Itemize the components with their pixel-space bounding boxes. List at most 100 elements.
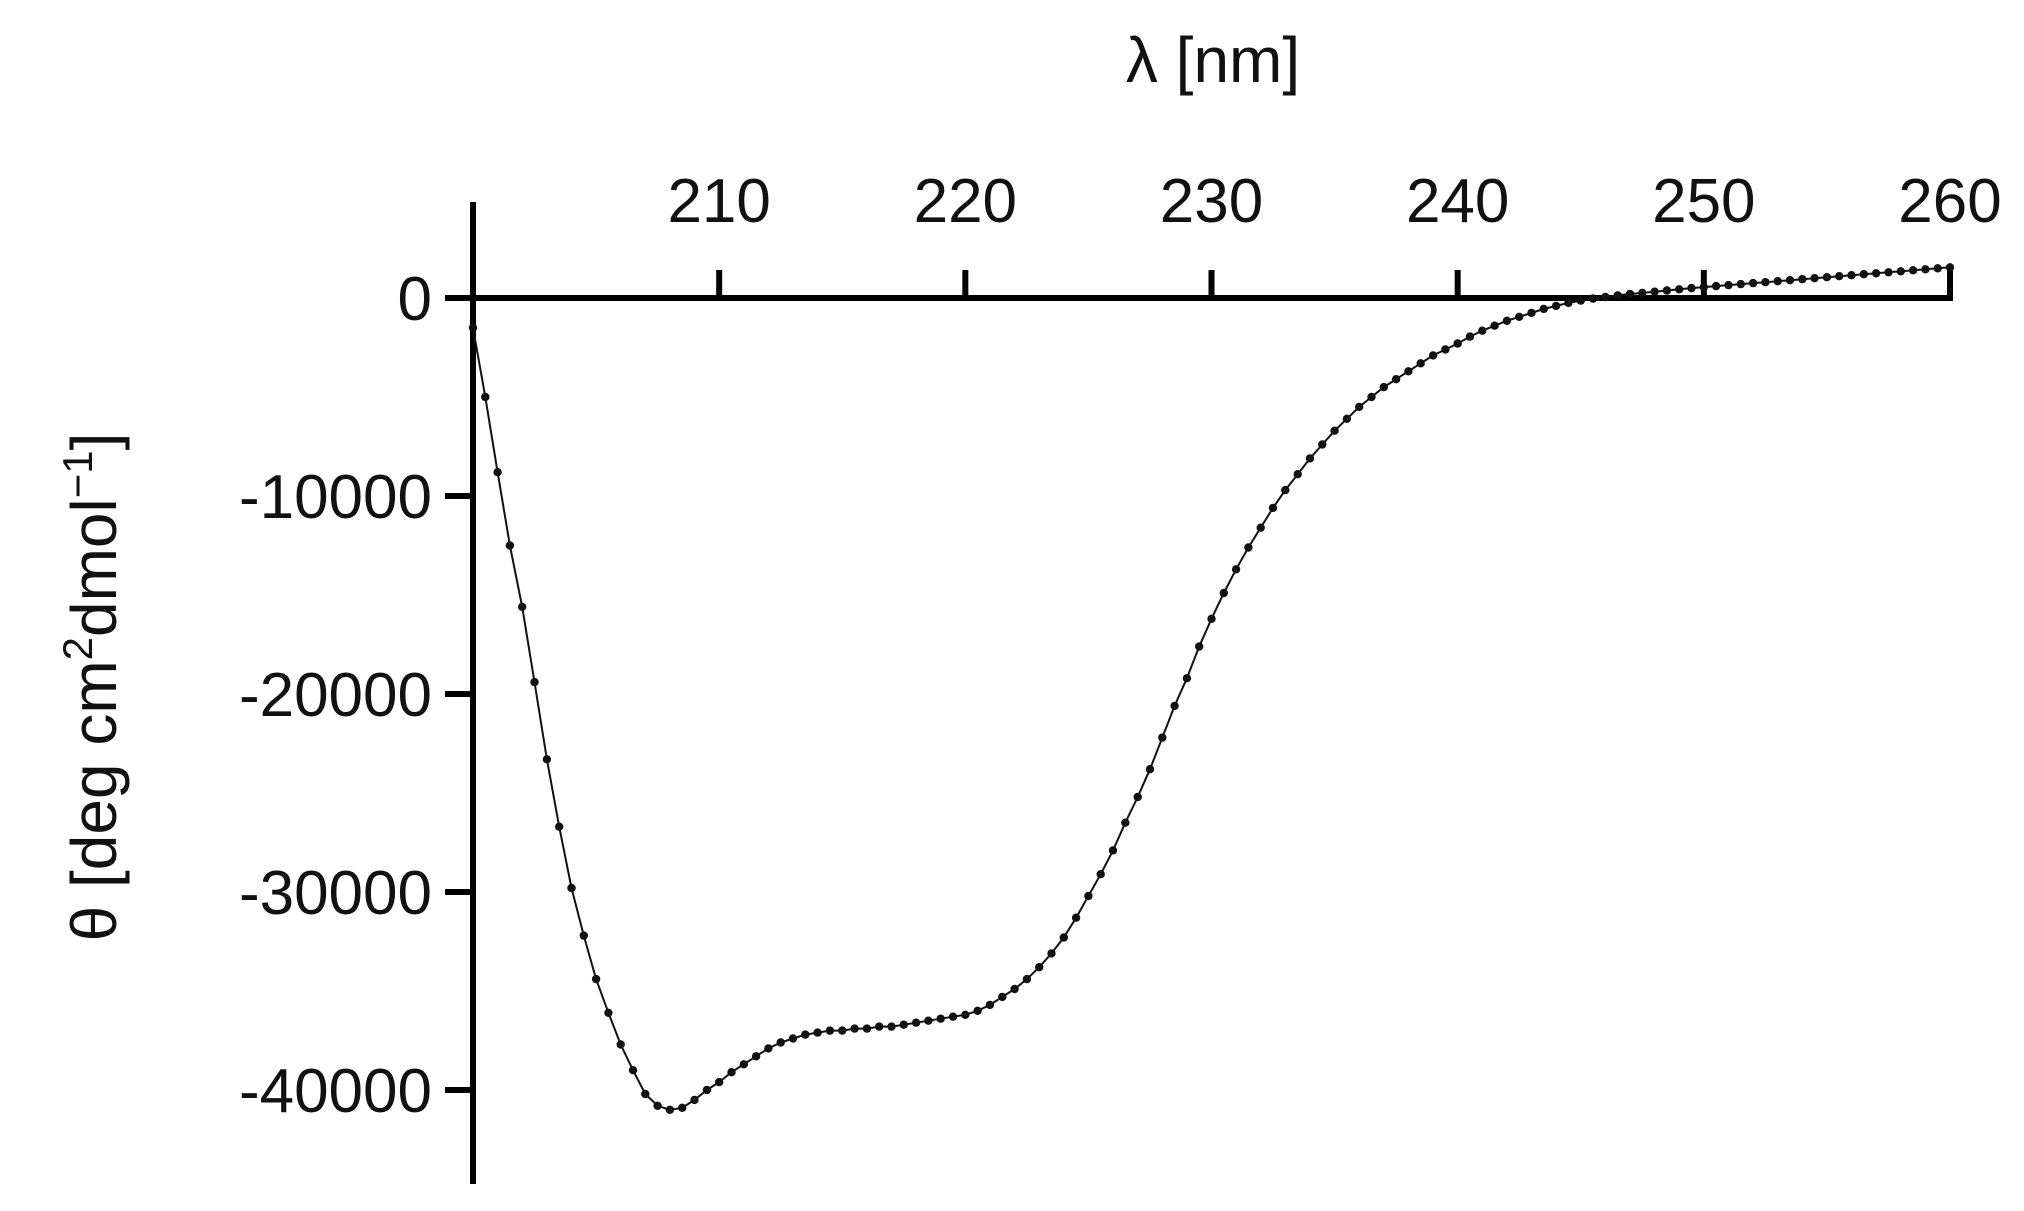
data-point	[678, 1103, 687, 1113]
y-axis-title-part-2: dmol	[58, 498, 130, 637]
y-tick-label--20000: -20000	[239, 661, 432, 730]
data-point	[727, 1068, 736, 1077]
data-point	[591, 974, 601, 984]
data-point	[1884, 268, 1893, 277]
data-point	[1022, 974, 1032, 984]
data-point	[1133, 792, 1142, 802]
y-axis-title-superscript-1: 2	[54, 637, 101, 660]
data-point	[1010, 984, 1019, 994]
data-point	[555, 822, 564, 831]
data-point	[1908, 266, 1918, 275]
data-point	[1822, 273, 1832, 282]
data-point	[1367, 392, 1376, 402]
data-point	[702, 1085, 712, 1095]
data-point	[1441, 345, 1450, 354]
data-point	[788, 1034, 798, 1043]
data-point	[628, 1066, 638, 1075]
data-point	[850, 1024, 859, 1033]
data-point	[887, 1022, 896, 1031]
y-tick-label--40000: -40000	[239, 1057, 432, 1126]
data-point	[1502, 316, 1512, 325]
data-point	[1305, 454, 1315, 463]
data-point	[542, 755, 552, 764]
data-point	[505, 541, 515, 550]
y-axis-title: θ [deg cm2dmol−1]	[54, 433, 130, 942]
data-point	[1625, 289, 1635, 299]
data-point	[1182, 674, 1192, 683]
data-point	[1551, 301, 1561, 311]
y-tick-label--10000: -10000	[239, 463, 432, 532]
data-point	[838, 1026, 847, 1035]
data-point	[1810, 274, 1819, 283]
x-tick-label-250: 250	[1652, 167, 1755, 236]
data-point	[1158, 733, 1167, 742]
data-point	[1871, 269, 1881, 278]
series-line-0	[472, 266, 1951, 1111]
data-point	[1219, 588, 1229, 598]
data-point	[776, 1038, 785, 1047]
data-point	[1601, 292, 1610, 302]
data-point	[862, 1024, 872, 1033]
data-point	[1613, 291, 1622, 300]
data-point	[1355, 402, 1364, 412]
data-point	[1096, 870, 1105, 879]
data-point	[579, 931, 588, 940]
data-point	[530, 677, 539, 687]
data-point	[1268, 503, 1278, 513]
data-point	[1391, 375, 1401, 384]
data-point	[1687, 283, 1696, 293]
data-point	[1515, 312, 1524, 321]
data-point	[1896, 267, 1906, 276]
x-tick-label-210: 210	[667, 167, 770, 236]
data-point	[481, 392, 490, 402]
data-point	[1293, 470, 1302, 479]
data-point	[739, 1060, 748, 1069]
y-tick-label--30000: -30000	[239, 859, 432, 928]
data-point	[1231, 565, 1241, 574]
data-point	[924, 1016, 933, 1025]
data-point	[1588, 294, 1598, 303]
data-point	[764, 1044, 773, 1053]
data-point	[1662, 286, 1672, 295]
data-point	[1108, 846, 1118, 855]
data-point	[1121, 818, 1130, 827]
data-point	[825, 1026, 835, 1035]
data-point	[1084, 891, 1093, 901]
x-tick-label-220: 220	[914, 167, 1017, 236]
data-point	[936, 1014, 945, 1023]
x-tick-label-230: 230	[1160, 167, 1263, 236]
data-point	[1170, 701, 1179, 711]
data-point	[1773, 277, 1782, 286]
x-tick-label-260: 260	[1898, 167, 2001, 236]
data-point	[1699, 282, 1709, 292]
data-point	[1785, 276, 1795, 285]
data-point	[1675, 285, 1684, 294]
y-axis-title-part-3: ]	[58, 433, 130, 451]
data-point	[1244, 543, 1253, 552]
data-point	[911, 1018, 921, 1027]
data-point	[1564, 298, 1573, 308]
y-axis-title-part-1: θ [deg cm	[58, 660, 130, 941]
x-tick-label-240: 240	[1406, 167, 1509, 236]
data-point	[518, 602, 527, 612]
data-point	[801, 1030, 810, 1039]
data-point	[973, 1006, 982, 1015]
data-point	[468, 323, 478, 332]
x-axis-title: λ [nm]	[1126, 24, 1300, 96]
data-point	[948, 1012, 958, 1021]
axes: 210 220 230 240 250 260 0 -10000 -20000 -30000 -40…	[239, 167, 2002, 1184]
data-point	[1847, 271, 1856, 280]
y-tick-label-0: 0	[398, 265, 432, 334]
y-axis-title-superscript-2: −1	[54, 450, 101, 498]
data-point	[1281, 485, 1290, 495]
data-point	[616, 1040, 625, 1049]
data-point	[1379, 382, 1389, 392]
data-point	[1945, 263, 1955, 272]
data-point	[1330, 426, 1339, 435]
data-point	[1047, 949, 1056, 958]
data-point	[1207, 614, 1216, 623]
data-point	[567, 883, 576, 893]
data-point	[985, 1000, 995, 1010]
data-point	[1650, 287, 1659, 296]
